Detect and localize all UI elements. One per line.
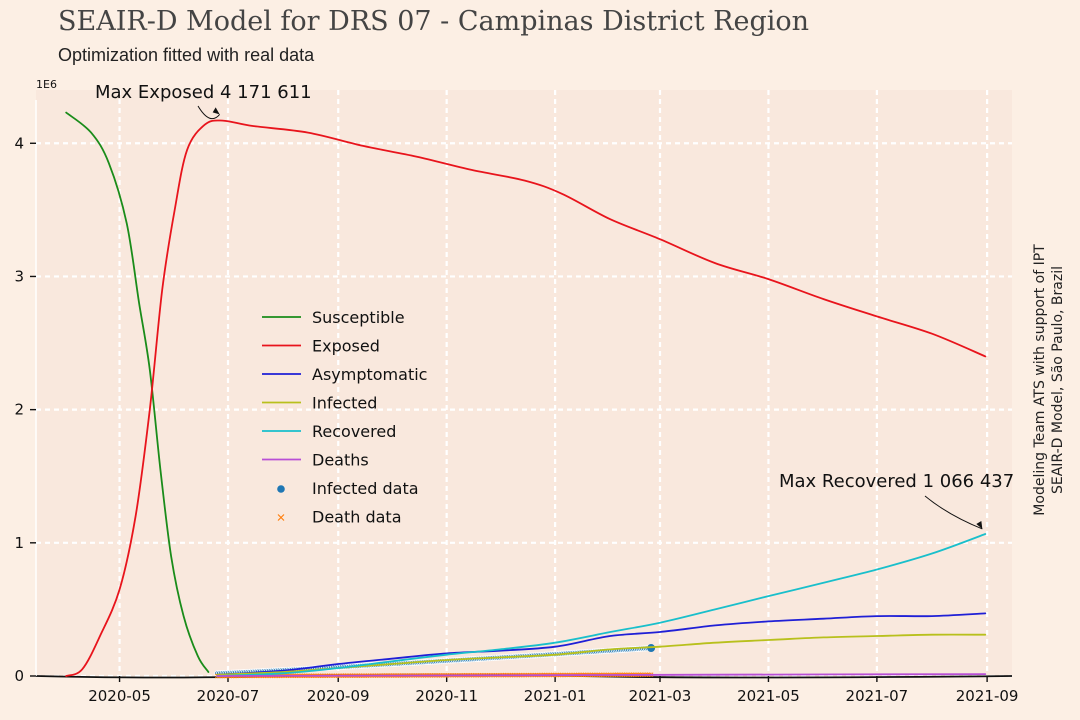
x-tick-label: 2021-07 [846,687,909,705]
side-note-line-1: Modeling Team ATS with support of IPT [1032,244,1048,516]
y-tick-label: 0 [14,667,24,685]
legend-label: Exposed [312,337,380,356]
legend: Susceptible Exposed Asymptomatic Infected Re… [262,308,427,527]
y-scale-label: 1E6 [36,78,57,91]
side-note-line-2: SEAIR-D Model, São Paulo, Brazil [1050,266,1066,494]
legend-swatch [277,514,285,521]
x-tick-label: 2020-07 [197,687,260,705]
side-note: Modeling Team ATS with support of IPT SE… [1032,244,1066,516]
annotation-arrow [197,105,221,120]
y-tick-label: 1 [14,534,24,552]
legend-label: Asymptomatic [312,365,427,384]
x-tick-label: 2020-11 [415,687,478,705]
legend-item-deaths: Deaths [262,451,369,470]
arrow-head [976,520,983,529]
legend-swatch [277,485,285,493]
legend-label: Infected [312,394,377,413]
legend-label: Susceptible [312,308,405,327]
legend-item-asymptomatic: Asymptomatic [262,365,427,384]
legend-label: Deaths [312,451,369,470]
page-subtitle: Optimization fitted with real data [58,45,315,65]
x-tick-label: 2020-05 [88,687,151,705]
annotation-arrow [924,495,983,530]
y-tick-label: 2 [14,401,24,419]
legend-item-death-data: Death data [277,508,402,527]
series-line-asymptomatic [216,612,987,676]
series-line-deaths [216,673,987,677]
legend-item-infected-data: Infected data [277,479,419,498]
page-title: SEAIR-D Model for DRS 07 - Campinas Dist… [58,6,810,37]
grid [36,90,1012,678]
legend-item-infected: Infected [262,394,377,413]
legend-item-exposed: Exposed [262,337,380,356]
legend-label: Recovered [312,422,396,441]
plot-area [36,90,1012,676]
legend-item-susceptible: Susceptible [262,308,405,327]
x-tick-label: 2021-09 [956,687,1019,705]
x-tick-label: 2021-03 [629,687,692,705]
legend-label: Infected data [312,479,419,498]
legend-label: Death data [312,508,402,527]
annotation-max-recovered: Max Recovered 1 066 437 [779,471,1014,492]
series-line-susceptible [65,111,210,673]
y-tick-label: 3 [14,267,24,285]
series-line-exposed [65,119,987,677]
legend-item-recovered: Recovered [262,422,396,441]
x-tick-label: 2020-09 [307,687,370,705]
x-tick-label: 2021-01 [524,687,587,705]
y-tick-label: 4 [14,134,24,152]
x-tick-label: 2021-05 [737,687,800,705]
arrow-head [212,107,220,115]
annotation-max-exposed: Max Exposed 4 171 611 [95,82,312,103]
series-line-recovered [216,533,987,677]
